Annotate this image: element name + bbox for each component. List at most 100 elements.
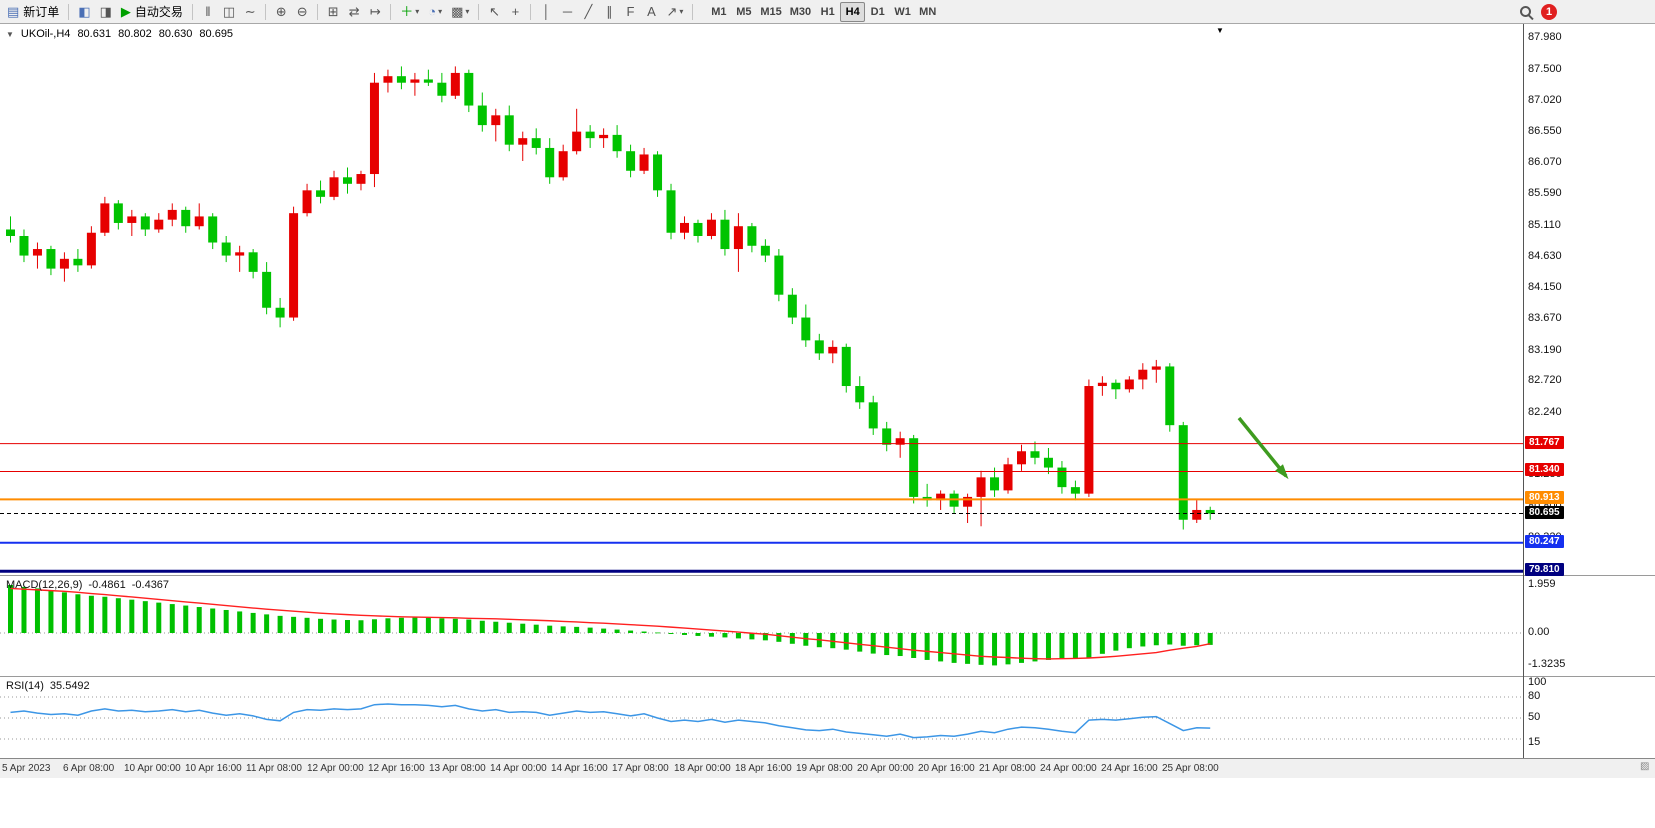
toolbar-separator (68, 3, 70, 20)
chevron-down-icon: ▾ (465, 7, 470, 16)
time-axis-label: 24 Apr 00:00 (1040, 763, 1097, 774)
time-axis-label: 11 Apr 08:00 (246, 763, 302, 774)
channel-icon: ∥ (606, 4, 613, 19)
time-axis-label: 10 Apr 16:00 (185, 763, 242, 774)
chart-shift-icon: ↦ (369, 4, 381, 19)
line-chart-button[interactable]: ∼ (240, 2, 260, 22)
text-tool-icon: A (647, 4, 656, 19)
trendline-icon: ╱ (584, 4, 593, 19)
time-axis-label: 25 Apr 08:00 (1162, 763, 1219, 774)
periods-dropdown[interactable]: ◔ ▾ (424, 2, 446, 22)
market-watch-icon: ◧ (78, 4, 91, 19)
price-axis-label: 85.110 (1528, 218, 1561, 231)
chevron-down-icon: ▾ (438, 7, 443, 16)
timeframe-d1[interactable]: D1 (870, 5, 885, 18)
price-axis[interactable]: 87.980 87.500 87.020 86.550 86.070 85.590 85.1… (1524, 24, 1655, 758)
rsi-panel-canvas[interactable] (0, 677, 1523, 757)
macd-axis-label: 0.00 (1528, 626, 1550, 638)
price-axis-label: 86.070 (1528, 155, 1562, 168)
tile-windows-button[interactable]: ⊞ (323, 2, 343, 22)
market-watch-button[interactable]: ◧ (74, 2, 94, 22)
auto-scroll-button[interactable]: ⇄ (344, 2, 364, 22)
timeframe-m1[interactable]: M1 (711, 5, 727, 18)
timeframe-mn[interactable]: MN (919, 5, 937, 18)
time-axis-label: 14 Apr 00:00 (490, 763, 547, 774)
price-axis-label: 86.550 (1528, 124, 1562, 137)
zoom-out-button[interactable]: ⊖ (292, 2, 312, 22)
time-axis-label: 12 Apr 16:00 (368, 763, 425, 774)
time-axis-label: 24 Apr 16:00 (1101, 763, 1158, 774)
timeframe-h4[interactable]: H4 (840, 1, 866, 22)
time-axis[interactable]: 5 Apr 2023 6 Apr 08:00 10 Apr 00:00 10 Apr … (0, 758, 1655, 778)
cursor-button[interactable]: ↖ (484, 2, 504, 22)
play-icon: ▶ (120, 4, 131, 19)
chevron-down-icon: ▾ (679, 7, 684, 16)
zoom-in-button[interactable]: ⊕ (271, 2, 291, 22)
time-axis-label: 5 Apr 2023 (2, 763, 51, 774)
time-axis-label: 21 Apr 08:00 (979, 763, 1036, 774)
time-axis-label: 10 Apr 00:00 (124, 763, 181, 774)
text-tool-button[interactable]: A (641, 2, 661, 22)
horizontal-line-icon: ─ (562, 4, 573, 19)
data-window-icon: ◨ (99, 4, 112, 19)
collapse-icon[interactable]: ▼ (6, 29, 14, 39)
vertical-line-button[interactable]: │ (536, 2, 556, 22)
templates-icon: ▩ (451, 4, 464, 19)
crosshair-button[interactable]: + (505, 2, 525, 22)
fibonacci-icon: F (626, 4, 635, 19)
time-axis-label: 20 Apr 00:00 (857, 763, 914, 774)
panel-separator[interactable] (0, 676, 1655, 677)
toolbar-separator (530, 3, 532, 20)
rsi-axis-label: 50 (1528, 711, 1541, 723)
templates-dropdown[interactable]: ▩ ▾ (447, 2, 473, 22)
time-axis-label: 14 Apr 16:00 (551, 763, 608, 774)
price-badge-81.340: 81.340 (1525, 463, 1564, 477)
autotrading-label: 自动交易 (134, 5, 183, 19)
time-axis-label: 13 Apr 08:00 (429, 763, 486, 774)
macd-panel-canvas[interactable] (0, 576, 1523, 675)
bar-chart-button[interactable]: ‖ (198, 2, 218, 22)
macd-axis-label: -1.3235 (1528, 658, 1566, 671)
timeframe-m15[interactable]: M15 (760, 5, 782, 18)
clock-icon: ◔ (428, 4, 437, 19)
timeframe-m5[interactable]: M5 (736, 5, 752, 18)
vertical-line-icon: │ (542, 4, 551, 19)
timeframe-m30[interactable]: M30 (789, 5, 812, 18)
price-badge-81.767: 81.767 (1525, 435, 1564, 449)
indicators-dropdown[interactable]: ＋ ▾ (396, 2, 423, 22)
horizontal-line-button[interactable]: ─ (557, 2, 577, 22)
chart-shift-button[interactable]: ↦ (365, 2, 385, 22)
chart-shift-marker[interactable]: ▼ (1216, 26, 1224, 35)
price-badge-80.913: 80.913 (1525, 491, 1564, 505)
ohlc-low: 80.630 (158, 28, 193, 40)
rsi-axis-label: 15 (1528, 735, 1541, 748)
candle-chart-button[interactable]: ◫ (219, 2, 239, 22)
toolbar-separator (390, 3, 392, 20)
price-axis-label: 82.240 (1528, 405, 1562, 418)
channel-button[interactable]: ∥ (599, 2, 619, 22)
trendline-button[interactable]: ╱ (578, 2, 598, 22)
search-icon[interactable] (1520, 6, 1531, 17)
timeframe-h1[interactable]: H1 (820, 5, 835, 18)
new-order-label: 新订单 (23, 5, 60, 19)
time-axis-label: 20 Apr 16:00 (918, 763, 975, 774)
autotrading-button[interactable]: ▶ 自动交易 (117, 2, 187, 22)
time-axis-label: 12 Apr 00:00 (307, 763, 364, 774)
toolbar-separator (317, 3, 319, 20)
fibonacci-button[interactable]: F (620, 2, 640, 22)
timeframe-group: M1 M5 M15 M30 H1 H4 D1 W1 MN (706, 1, 940, 22)
notification-badge[interactable]: 1 (1541, 3, 1557, 20)
main-chart-canvas[interactable] (0, 24, 1523, 576)
price-axis-label: 87.980 (1528, 31, 1562, 44)
toolbar-separator (191, 3, 193, 20)
panel-separator[interactable] (0, 575, 1655, 576)
zoom-out-icon: ⊖ (296, 4, 308, 19)
data-window-button[interactable]: ◨ (96, 2, 116, 22)
shapes-dropdown[interactable]: ↗ ▾ (662, 2, 687, 22)
macd-name: MACD(12,26,9) (6, 579, 83, 591)
symbol-label: UKOil-,H4 (20, 28, 71, 40)
macd-value-main: -0.4861 (88, 579, 126, 591)
new-order-button[interactable]: ▤ 新订单 (3, 2, 63, 22)
timeframe-w1[interactable]: W1 (894, 5, 911, 18)
toolbar-separator (478, 3, 480, 20)
